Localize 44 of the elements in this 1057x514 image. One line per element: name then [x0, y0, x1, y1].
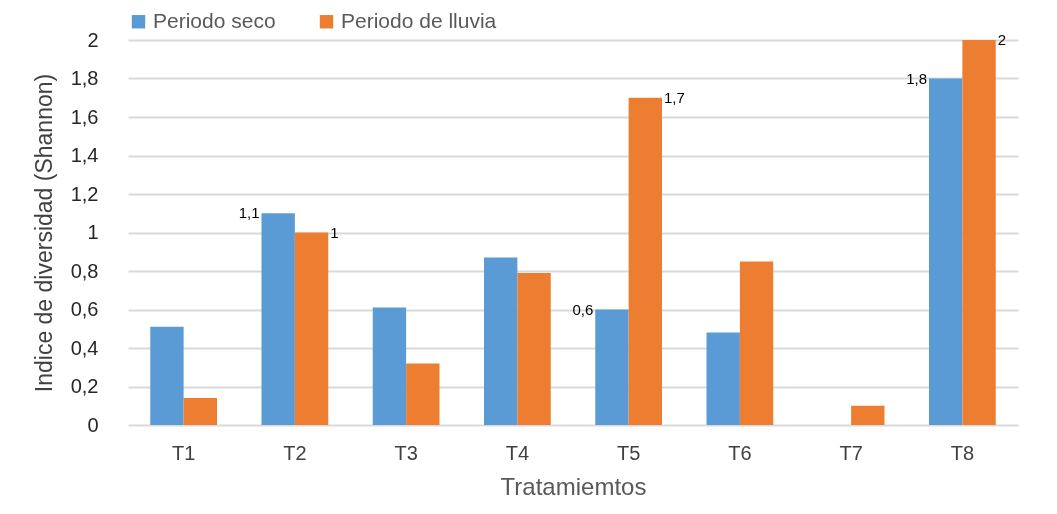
x-tick-label: T1	[171, 441, 196, 464]
data-label: 1	[330, 223, 339, 241]
y-tick-label: 1	[87, 221, 99, 243]
data-label: 1,1	[238, 204, 260, 222]
y-tick-label: 0,8	[70, 259, 99, 282]
bar	[962, 40, 996, 425]
x-tick-label: T2	[283, 441, 307, 464]
y-tick-label: 0,2	[70, 375, 99, 397]
bar	[739, 261, 774, 425]
bar	[929, 78, 963, 425]
bar	[372, 307, 407, 425]
y-tick-label: 1,2	[70, 182, 99, 205]
bar	[595, 309, 629, 425]
y-tick-label: 1,8	[70, 67, 99, 89]
y-axis-title: Indice de diversidad (Shannon)	[30, 73, 57, 393]
legend-label: Periodo de lluvia	[341, 8, 497, 32]
data-label: 1,7	[664, 88, 685, 106]
x-axis-title: Tratamiemtos	[500, 472, 647, 500]
data-label: 1,8	[906, 69, 927, 87]
bar	[261, 213, 295, 425]
bar	[183, 398, 217, 425]
bar	[484, 257, 518, 425]
bar	[150, 326, 184, 425]
data-label: 0,6	[572, 300, 594, 318]
x-tick-label: T4	[505, 441, 530, 464]
bar	[517, 272, 551, 425]
y-tick-label: 0,4	[70, 336, 99, 359]
data-label: 2	[997, 31, 1007, 48]
x-tick-label: T5	[616, 441, 641, 464]
x-tick-label: T6	[728, 441, 752, 464]
y-tick-label: 0	[87, 413, 99, 436]
bar	[294, 232, 329, 425]
y-tick-label: 1,6	[70, 105, 99, 128]
bar	[851, 405, 885, 425]
legend-label: Periodo seco	[153, 8, 276, 32]
y-tick-label: 2	[87, 28, 99, 51]
y-tick-label: 0,6	[70, 298, 99, 320]
x-tick-label: T7	[839, 441, 863, 464]
bar	[628, 97, 662, 425]
bar	[406, 363, 440, 425]
y-tick-label: 1,4	[70, 144, 99, 166]
bar	[706, 332, 740, 425]
x-tick-label: T3	[394, 441, 418, 464]
x-tick-label: T8	[950, 441, 975, 464]
